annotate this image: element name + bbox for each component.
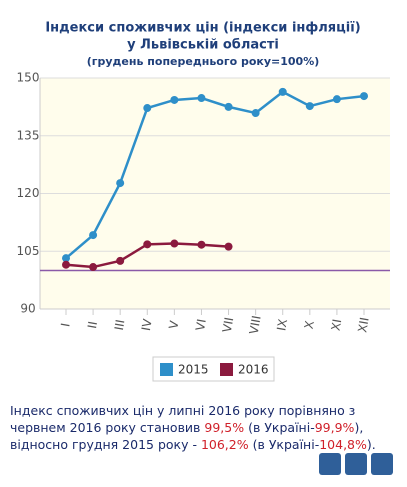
- legend-swatch: [220, 363, 233, 376]
- x-tick-label: IV: [139, 317, 155, 332]
- data-point: [62, 254, 70, 263]
- x-tick-label: XI: [329, 318, 345, 332]
- legend-label: 2016: [238, 363, 269, 377]
- data-point: [143, 104, 152, 113]
- x-tick-label: IX: [274, 318, 290, 332]
- y-tick-label: 150: [17, 71, 40, 85]
- note-text: ).: [366, 437, 376, 452]
- data-point: [332, 95, 341, 104]
- y-tick-label: 90: [20, 302, 35, 316]
- database-icon[interactable]: [371, 453, 393, 475]
- chart: Індекси споживчих цін (індекси інфляції)…: [17, 21, 390, 382]
- x-tick-label: VII: [220, 316, 236, 333]
- y-tick-label: 105: [17, 244, 40, 258]
- chart-title: у Львівській області: [127, 38, 279, 53]
- data-point: [116, 256, 125, 265]
- note: Індекс споживчих цін у липні 2016 року п…: [10, 402, 400, 453]
- note-text: Індекс споживчих цін у липні 2016 року п…: [10, 403, 356, 435]
- data-point: [197, 94, 206, 103]
- x-tick-label: VIII: [247, 314, 264, 335]
- export-icons: [319, 453, 393, 475]
- data-point: [224, 102, 233, 111]
- legend-swatch: [160, 363, 173, 376]
- note-text: ),: [354, 420, 364, 435]
- note-text: (в Україні-: [244, 420, 315, 435]
- chart-subtitle: (грудень попереднього року=100%): [87, 55, 320, 68]
- data-point: [251, 109, 260, 118]
- y-tick-label: 135: [17, 128, 40, 142]
- chart-title: Індекси споживчих цін (індекси інфляції): [45, 21, 360, 36]
- note-text: (в Україні-: [248, 437, 320, 452]
- data-point: [116, 179, 125, 188]
- x-tick-label: VI: [193, 318, 209, 332]
- x-tick-label: V: [166, 319, 181, 330]
- data-point: [224, 242, 233, 251]
- data-point: [170, 95, 179, 104]
- data-point: [360, 92, 368, 101]
- x-tick-label: II: [85, 320, 100, 329]
- data-point: [278, 87, 287, 96]
- x-tick-label: III: [112, 318, 128, 331]
- series-line: [65, 90, 365, 260]
- data-point: [170, 239, 179, 248]
- table-icon[interactable]: [345, 453, 367, 475]
- y-tick-label: 120: [17, 186, 40, 200]
- data-point: [62, 260, 70, 269]
- x-tick-label: X: [302, 320, 317, 331]
- note-text: 99,5%: [204, 420, 245, 435]
- data-point: [89, 231, 98, 240]
- data-point: [89, 263, 98, 272]
- x-tick-label: I: [58, 322, 72, 328]
- note-text: 99,9%: [314, 420, 355, 435]
- data-point: [197, 240, 206, 249]
- x-tick-label: XII: [355, 316, 371, 334]
- note-text: 104,8%: [319, 437, 367, 452]
- data-point: [305, 102, 314, 111]
- data-point: [143, 240, 152, 249]
- legend-box: [152, 356, 275, 382]
- pdf-icon[interactable]: [319, 453, 341, 475]
- note-text: 106,2%: [200, 437, 249, 452]
- note-text: відносно грудня 2015 року -: [10, 437, 201, 452]
- legend-label: 2015: [178, 363, 209, 377]
